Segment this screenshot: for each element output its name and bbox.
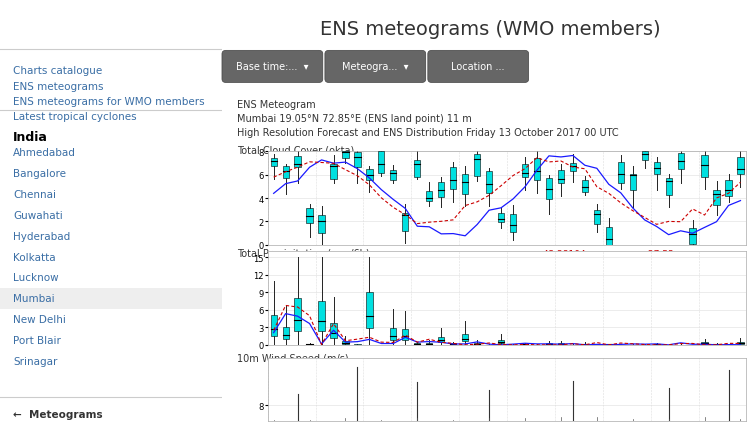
Bar [498,340,504,343]
Text: New Delhi: New Delhi [14,315,66,324]
FancyBboxPatch shape [325,51,426,83]
Bar [701,342,708,344]
Bar [630,174,636,191]
Bar [725,180,731,197]
Bar [689,229,696,244]
Text: 42 28104: 42 28104 [543,250,586,258]
Text: 10m Wind Speed (m/s): 10m Wind Speed (m/s) [237,353,348,363]
Text: Srinagar: Srinagar [14,356,58,366]
Text: Guwahati: Guwahati [14,210,63,220]
Text: Latest tropical cyclones: Latest tropical cyclones [14,112,137,122]
FancyBboxPatch shape [222,51,323,83]
Bar [342,152,348,158]
Bar [450,167,456,189]
Bar [713,344,719,345]
Bar [605,227,612,245]
Bar [534,158,540,181]
Bar [462,334,468,342]
Bar [306,344,313,345]
Bar [0,288,222,309]
Text: ENS meteograms (WMO members): ENS meteograms (WMO members) [320,20,661,39]
Bar [570,164,576,172]
Bar [678,153,684,169]
Bar [546,178,552,199]
Bar [701,155,708,178]
Bar [426,343,432,345]
Text: Hyderabad: Hyderabad [14,231,71,241]
Text: ENS meteograms: ENS meteograms [14,82,104,92]
Text: Total Precipitation (mm/6h): Total Precipitation (mm/6h) [237,249,369,259]
Text: ENS Meteogram: ENS Meteogram [237,100,315,110]
Bar [295,157,301,168]
Bar [330,165,336,180]
Bar [474,343,480,344]
Bar [366,292,372,329]
Text: ←  Meteograms: ← Meteograms [14,410,103,419]
Bar [354,153,360,168]
Bar [283,327,289,339]
Bar [642,152,648,160]
Bar [522,164,528,177]
Bar [546,343,552,345]
Bar [271,159,277,166]
Bar [366,169,372,181]
Text: 27 53: 27 53 [648,250,674,258]
FancyBboxPatch shape [428,51,529,83]
Bar [318,215,325,233]
Text: Meteogra...  ▾: Meteogra... ▾ [342,62,409,72]
Bar [342,341,348,344]
Bar [450,343,456,345]
Bar [522,344,528,345]
Bar [618,163,624,184]
Bar [402,214,409,231]
Text: Mumbai: Mumbai [14,294,55,303]
Bar [438,337,444,342]
Bar [654,344,660,345]
Text: Chennai: Chennai [14,190,57,199]
Bar [271,316,277,336]
Bar [737,158,743,174]
Bar [318,301,325,332]
Bar [414,344,421,345]
Bar [510,215,516,233]
Bar [593,211,600,225]
Bar [737,342,743,344]
Text: India: India [14,130,48,143]
Text: ENS meteograms for WMO members: ENS meteograms for WMO members [14,97,205,107]
Text: Total Cloud Cover (okta): Total Cloud Cover (okta) [237,145,354,155]
Bar [582,344,588,345]
Text: Base time:...  ▾: Base time:... ▾ [236,62,308,72]
Bar [438,182,444,197]
Bar [379,152,385,174]
Bar [391,171,397,180]
Text: High Resolution Forecast and ENS Distribution Friday 13 October 2017 00 UTC: High Resolution Forecast and ENS Distrib… [237,128,618,137]
Bar [474,155,480,176]
Bar [462,175,468,194]
Bar [426,191,432,202]
Bar [391,329,397,340]
Bar [498,214,504,223]
Text: Kolkatta: Kolkatta [14,252,56,262]
Text: Bangalore: Bangalore [14,169,66,178]
Bar [558,171,564,184]
Bar [402,329,409,340]
Bar [306,208,313,223]
Bar [486,172,492,194]
Bar [295,299,301,331]
Bar [330,323,336,338]
Text: Charts catalogue: Charts catalogue [14,66,103,76]
Bar [666,179,672,195]
Text: Lucknow: Lucknow [14,273,59,283]
Text: Port Blair: Port Blair [14,335,61,345]
Text: Ahmedabad: Ahmedabad [14,148,76,158]
Bar [713,191,719,206]
Bar [414,160,421,178]
Bar [582,180,588,192]
Text: Location ...: Location ... [452,62,505,72]
Bar [283,167,289,178]
Text: Mumbai 19.05°N 72.85°E (ENS land point) 11 m: Mumbai 19.05°N 72.85°E (ENS land point) … [237,114,471,124]
Bar [558,343,564,345]
Bar [654,163,660,174]
